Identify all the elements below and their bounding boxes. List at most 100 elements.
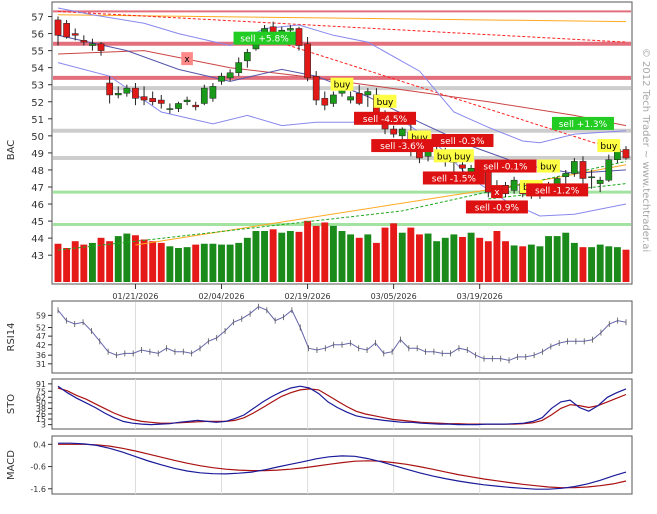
candle-body [71, 33, 79, 36]
annotation-box [431, 133, 494, 147]
candle-body [80, 40, 88, 43]
volume-bar [63, 248, 71, 282]
price-tick-label: 45 [31, 217, 44, 228]
annotation-box [491, 185, 503, 199]
annotation-box [451, 149, 474, 163]
date-axis: 01/21/2026 02/04/2026 02/19/2026 03/05/2026… [112, 284, 503, 301]
price-tick-label: 53 [31, 81, 44, 92]
annotation-label: sell -1.5% [432, 174, 477, 184]
volume-bar [175, 248, 182, 282]
volume-bar [476, 237, 484, 282]
watermark: © 2012 Tech Trader ~ www.techtrader.ai [640, 48, 651, 252]
candle-body [321, 98, 329, 106]
candle-body [467, 167, 475, 172]
candle-body [571, 161, 578, 174]
volume-bar [390, 223, 398, 282]
candle-body [175, 103, 182, 109]
volume-bar [398, 232, 406, 282]
price-tick-label: 47 [31, 183, 44, 194]
volume-bar [114, 236, 122, 282]
candle-body [226, 72, 234, 79]
candle-body [510, 179, 518, 191]
sto-k-line [57, 385, 627, 426]
annotation-box [181, 52, 193, 66]
candle-body [183, 99, 191, 103]
price-tick-label: 46 [31, 200, 44, 211]
candle-body [218, 75, 225, 82]
panel-tick-label: -1.6 [30, 485, 46, 494]
sto-label: STO [6, 394, 17, 414]
annotation-label: buy [540, 163, 557, 173]
volume-bar [71, 241, 79, 282]
volume-bar [416, 234, 423, 282]
volume-bar [424, 233, 432, 282]
annotation-label: sell +5.8% [240, 35, 289, 45]
annotation-label: x [184, 55, 190, 65]
volume-bar [570, 242, 578, 282]
volume-bar [304, 220, 312, 282]
annotation-label: sell -0.1% [483, 163, 528, 173]
volume-bar [467, 232, 475, 282]
volume-bar [459, 236, 466, 282]
volume-bar [226, 244, 234, 282]
volume-bar [588, 247, 596, 282]
volume-bar [106, 241, 114, 282]
macd-line [58, 442, 627, 490]
panel-tick-label: 31 [36, 360, 46, 369]
candle-body [622, 149, 630, 159]
volume-bar [80, 244, 88, 282]
candle-body [269, 26, 277, 33]
volume-bar [545, 236, 552, 282]
annotation-box [465, 200, 528, 214]
candle-body [588, 176, 595, 179]
candle-body [312, 75, 320, 101]
candle-body [355, 92, 363, 104]
price-tick-label: 56 [31, 30, 44, 41]
volume-bar [200, 243, 208, 282]
volume-bar [286, 231, 294, 282]
volume-bar [157, 242, 165, 282]
price-tick-label: 57 [31, 13, 44, 24]
panel-tick-label: 59 [36, 311, 46, 320]
annotation-label: buy [411, 134, 428, 144]
rsi-panel-frame [51, 300, 633, 374]
candle-body [89, 43, 96, 46]
volume-bars [54, 220, 630, 282]
candle-body [140, 96, 148, 101]
panel-tick-label: 0.4 [33, 440, 46, 449]
volume-bar [527, 244, 535, 282]
candle-body [347, 96, 354, 101]
candle-body [304, 43, 311, 79]
volume-bar [218, 244, 225, 282]
overlay-line [57, 62, 627, 217]
date-tick-label: 03/19/2026 [457, 292, 503, 301]
volume-bar [613, 247, 621, 282]
volume-bar [605, 246, 613, 282]
annotation-box [330, 77, 354, 91]
price-tick-label: 49 [31, 149, 44, 160]
annotation-label: buy [454, 152, 471, 162]
volume-bar [132, 235, 139, 282]
price-tick-label: 54 [31, 64, 44, 75]
macd-signal-line [58, 443, 627, 489]
overlay-line [57, 160, 627, 251]
volume-bar [329, 225, 337, 282]
panel-tick-label: 62 [36, 393, 46, 402]
volume-bar [321, 222, 329, 282]
volume-bar [502, 241, 509, 282]
volume-bar [372, 242, 380, 282]
candle-body [192, 104, 200, 108]
panel-tick-label: 3 [41, 421, 46, 430]
candle-body [502, 185, 509, 195]
price-tick-label: 55 [31, 47, 44, 58]
volume-bar [381, 227, 389, 282]
annotation-box [371, 139, 434, 153]
volume-bar [278, 232, 286, 282]
candle-body [132, 87, 139, 99]
panel-tick-label: 38 [36, 404, 46, 413]
sto-d-line [57, 387, 627, 425]
